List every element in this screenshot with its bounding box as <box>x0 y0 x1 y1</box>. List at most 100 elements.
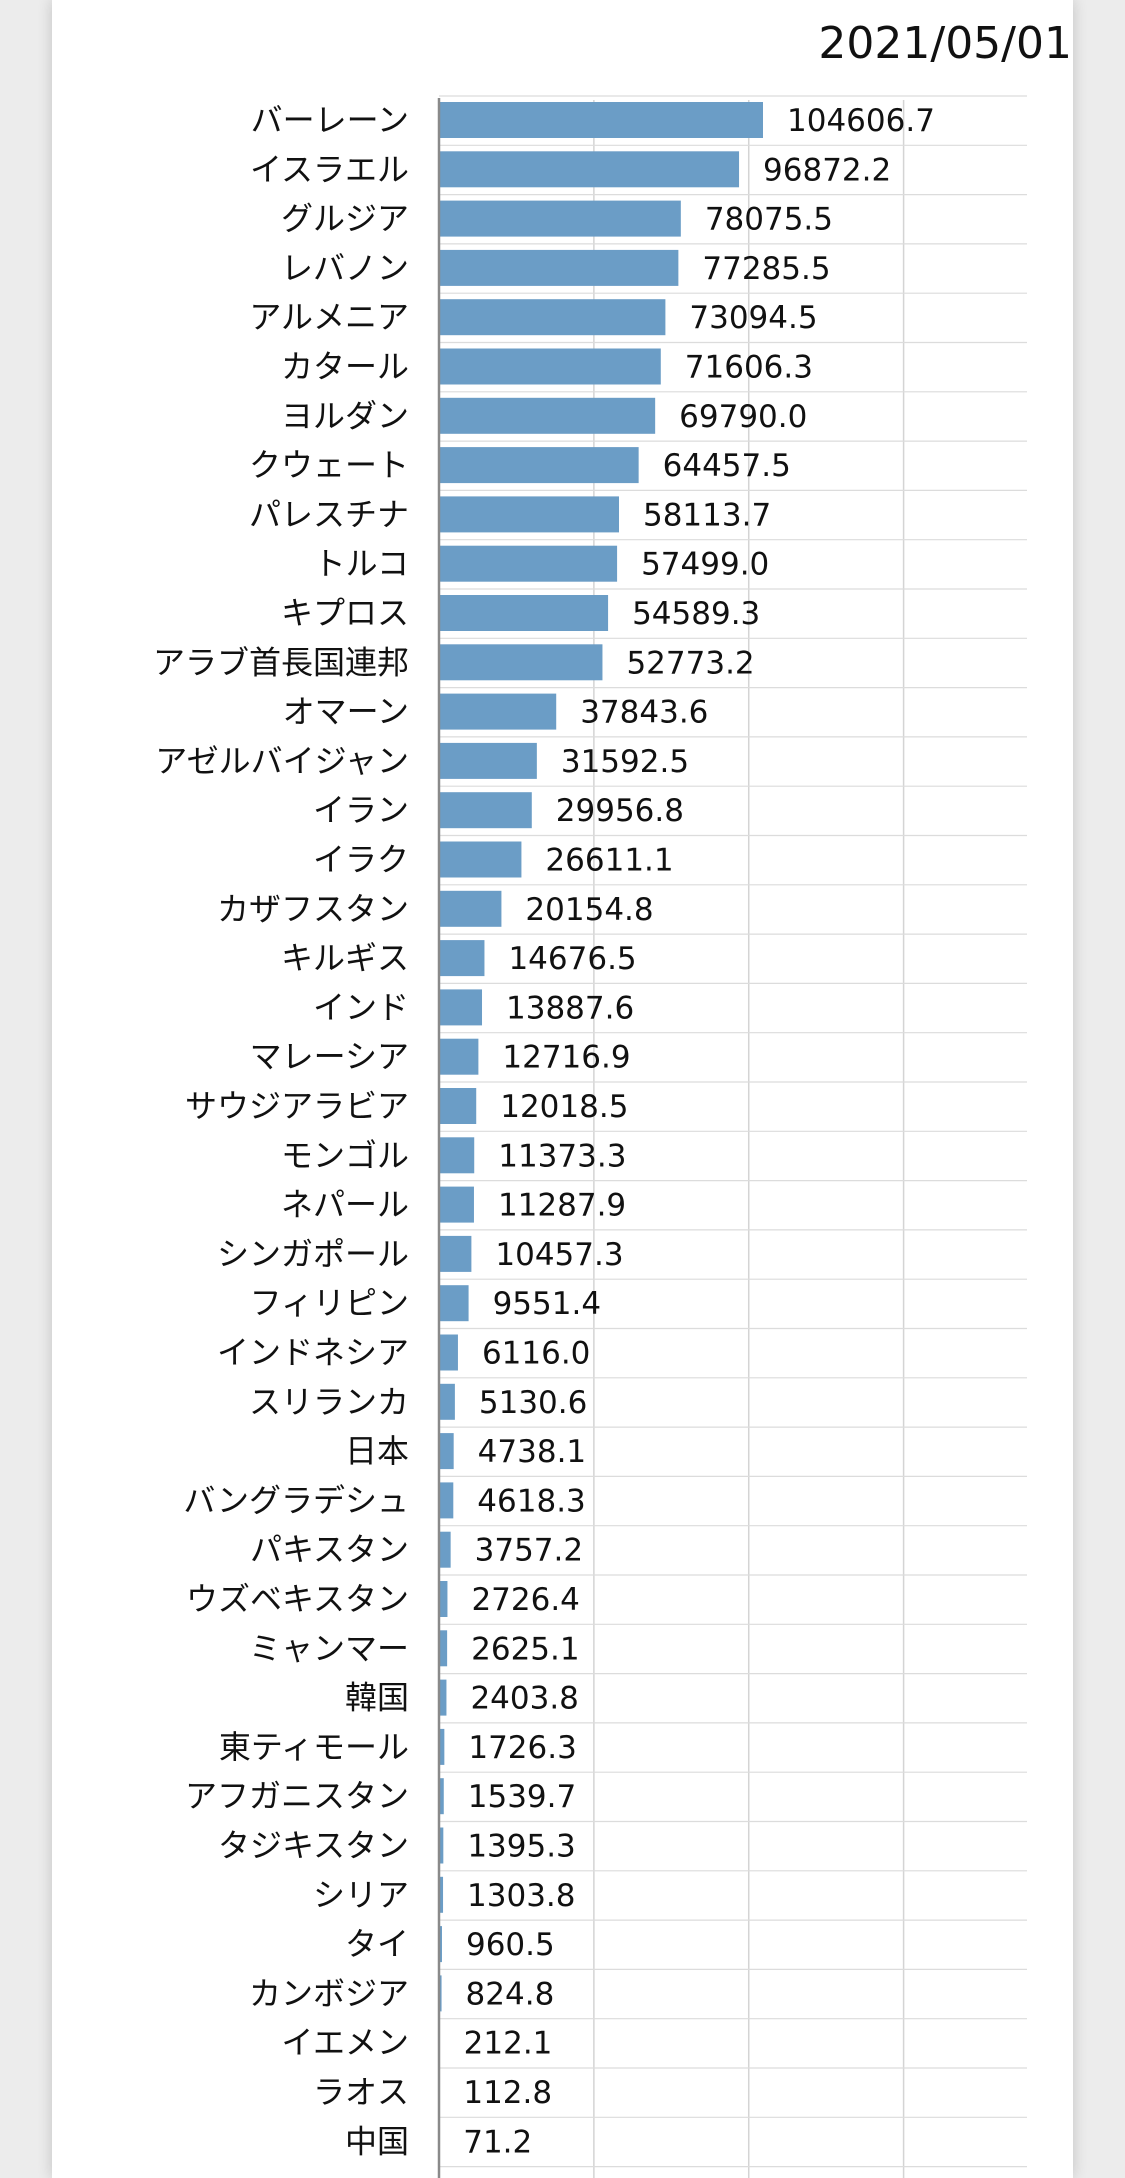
bar-6 <box>439 348 661 385</box>
bar-chart: 104606.7 バーレーン 96872.2 イスラエル 78075.5 グルジア 7728… <box>153 95 1027 2178</box>
value-label: 26611.1 <box>545 843 673 879</box>
value-label: 73094.5 <box>689 300 817 336</box>
value-label: 96872.2 <box>763 152 891 188</box>
category-label: キプロス <box>281 594 409 632</box>
category-label: 中国 <box>345 2122 409 2160</box>
category-label: カタール <box>281 348 409 386</box>
category-label: パキスタン <box>250 1531 409 1569</box>
bar-29 <box>439 1482 454 1519</box>
category-label: バングラデシュ <box>183 1481 409 1519</box>
category-label: アラブ首長国連邦 <box>153 643 409 681</box>
chart-panel: 2021/05/01 104606.7 バーレーン 96872.2 イスラエル 7807… <box>52 0 1073 2178</box>
bar-5 <box>439 299 666 336</box>
value-label: 71.2 <box>463 2124 532 2160</box>
category-label: グルジア <box>281 200 409 238</box>
bar-24 <box>439 1235 472 1272</box>
category-label: クウェート <box>249 446 409 484</box>
value-label: 1303.8 <box>467 1878 575 1914</box>
category-label: イラク <box>313 841 409 879</box>
bar-32 <box>439 1630 448 1667</box>
category-label: ラオス <box>313 2073 409 2111</box>
bar-22 <box>439 1137 475 1174</box>
category-label: フィリピン <box>250 1284 409 1322</box>
value-label: 78075.5 <box>705 202 833 238</box>
category-label: イスラエル <box>250 150 409 188</box>
category-label: キルギス <box>281 939 409 977</box>
category-label: オマーン <box>283 693 409 731</box>
category-label: シリア <box>313 1876 409 1914</box>
bar-12 <box>439 644 603 681</box>
value-label: 2403.8 <box>470 1681 578 1717</box>
category-label: マレーシア <box>250 1038 409 1076</box>
value-label: 54589.3 <box>632 596 760 632</box>
category-label: アフガニスタン <box>185 1777 409 1815</box>
bar-16 <box>439 841 522 878</box>
bar-4 <box>439 249 679 286</box>
value-label: 9551.4 <box>493 1286 601 1322</box>
value-label: 10457.3 <box>495 1237 623 1273</box>
bar-13 <box>439 693 557 730</box>
bar-27 <box>439 1383 455 1420</box>
category-label: モンゴル <box>281 1136 409 1174</box>
value-label: 1395.3 <box>467 1829 575 1865</box>
value-label: 104606.7 <box>787 103 935 139</box>
category-label: 日本 <box>345 1432 409 1470</box>
category-label: アルメニア <box>249 298 409 336</box>
value-label: 5130.6 <box>479 1385 587 1421</box>
bar-15 <box>439 792 532 829</box>
value-label: 1539.7 <box>468 1779 576 1815</box>
bar-37 <box>439 1876 444 1913</box>
bar-8 <box>439 447 639 484</box>
bar-35 <box>439 1778 444 1815</box>
bar-38 <box>439 1926 442 1963</box>
category-label: ネパール <box>281 1186 409 1224</box>
bar-39 <box>439 1975 442 2012</box>
category-label: イエメン <box>281 2024 409 2062</box>
value-label: 1726.3 <box>468 1730 576 1766</box>
bar-30 <box>439 1531 451 1568</box>
bar-2 <box>439 151 740 188</box>
category-label: 韓国 <box>345 1679 409 1717</box>
bar-7 <box>439 397 656 434</box>
value-label: 71606.3 <box>685 350 813 386</box>
value-label: 2726.4 <box>471 1582 579 1618</box>
value-label: 4738.1 <box>478 1434 586 1470</box>
bar-17 <box>439 890 502 927</box>
category-label: パレスチナ <box>249 495 409 533</box>
bar-28 <box>439 1433 454 1470</box>
category-label: アゼルバイジャン <box>155 742 409 780</box>
value-label: 13887.6 <box>506 990 634 1026</box>
bar-18 <box>439 940 485 977</box>
bar-20 <box>439 1038 479 1075</box>
category-label: タジキスタン <box>218 1827 409 1865</box>
value-label: 64457.5 <box>663 448 791 484</box>
bar-3 <box>439 200 681 237</box>
value-label: 12716.9 <box>502 1040 630 1076</box>
value-label: 11373.3 <box>498 1138 626 1174</box>
bar-9 <box>439 496 619 533</box>
value-label: 112.8 <box>463 2075 552 2111</box>
bar-21 <box>439 1088 477 1124</box>
category-label: インド <box>313 988 409 1026</box>
category-label: バーレーン <box>251 101 409 139</box>
category-label: 東ティモール <box>219 1728 409 1766</box>
category-label: タイ <box>345 1925 409 1963</box>
bar-25 <box>439 1285 469 1322</box>
bar-31 <box>439 1581 448 1617</box>
value-label: 77285.5 <box>702 251 830 287</box>
category-label: イラン <box>313 791 409 829</box>
value-label: 52773.2 <box>626 645 754 681</box>
category-label: ウズベキスタン <box>186 1580 409 1618</box>
category-label: レバノン <box>281 249 409 287</box>
bar-33 <box>439 1679 447 1716</box>
bar-36 <box>439 1827 444 1864</box>
value-label: 20154.8 <box>525 892 653 928</box>
bar-34 <box>439 1728 445 1765</box>
value-label: 29956.8 <box>556 793 684 829</box>
bar-11 <box>439 595 609 631</box>
value-label: 960.5 <box>466 1927 555 1963</box>
category-label: カンボジア <box>249 1974 409 2012</box>
category-label: ヨルダン <box>281 397 409 435</box>
value-label: 212.1 <box>464 2026 553 2062</box>
bar-1 <box>439 102 763 138</box>
